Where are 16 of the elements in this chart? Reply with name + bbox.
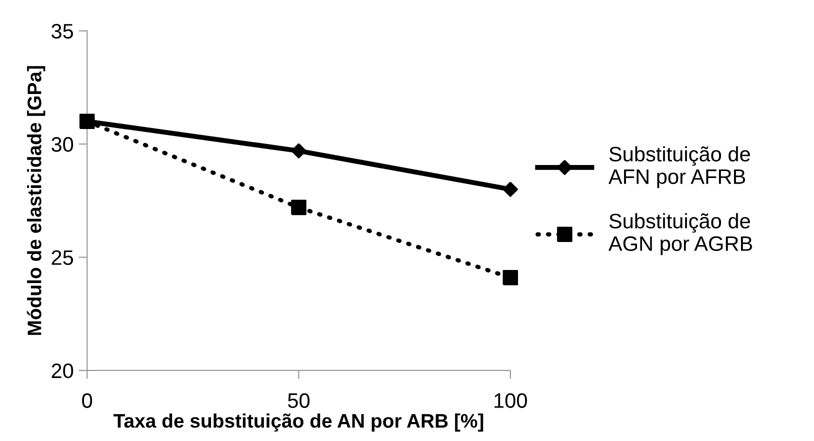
point: [502, 182, 518, 197]
legend-label: Substituição de AGN por AGRB: [608, 213, 752, 256]
y-tick-label: 35: [52, 24, 74, 39]
y-tick-label: 20: [52, 363, 74, 378]
point: [291, 143, 306, 158]
y-tick-label: 30: [52, 137, 74, 152]
point: [79, 114, 95, 130]
x-tick-label: 100: [494, 393, 527, 408]
legend-label: Substituição de AFN por AFRB: [608, 146, 750, 188]
point: [291, 200, 306, 216]
y-tick-label: 25: [52, 250, 74, 266]
y-axis-title: Módulo de elasticidade [GPa]: [26, 66, 46, 335]
point: [502, 270, 518, 286]
x-axis-title: Taxa de substituição de AN por ARB [%]: [114, 413, 484, 432]
x-tick-label: 0: [82, 393, 92, 408]
x-tick-label: 50: [288, 393, 310, 408]
